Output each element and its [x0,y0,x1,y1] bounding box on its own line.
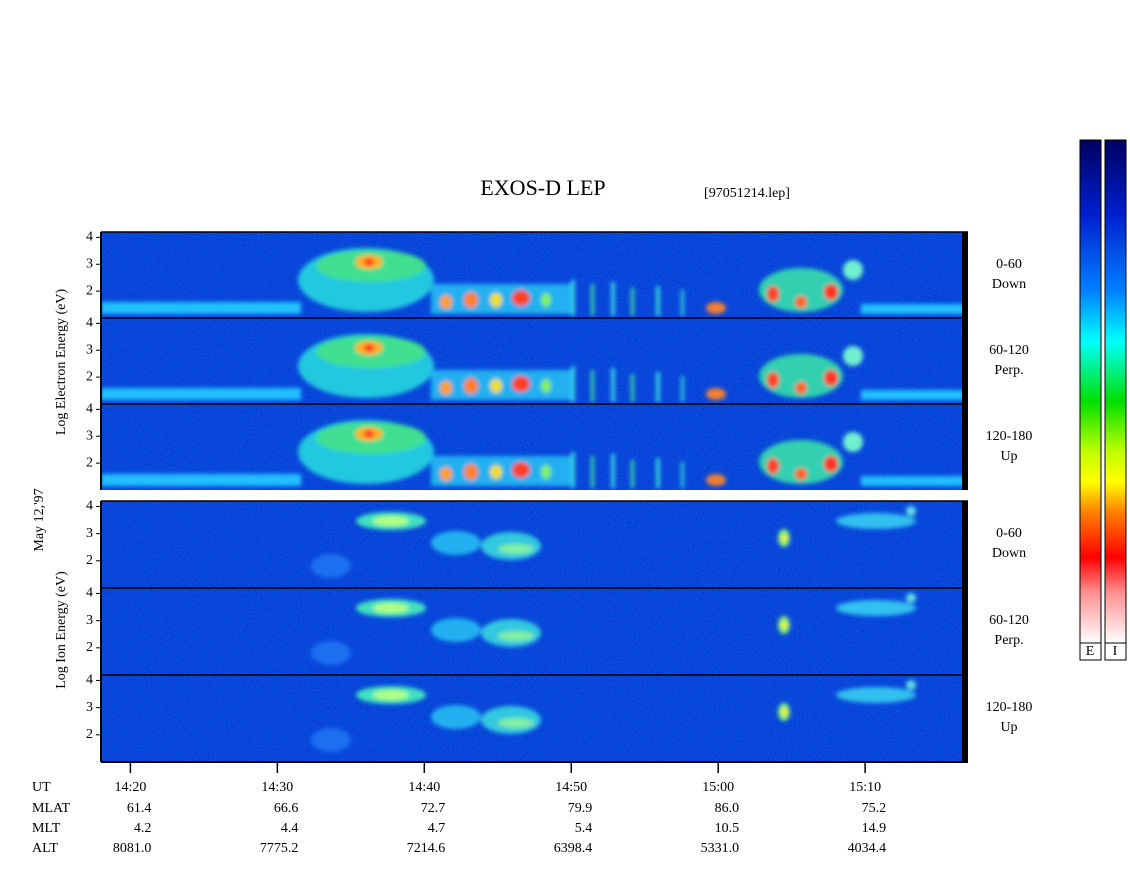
ephemeris-value: 7775.2 [260,841,299,856]
y-tick-label: 2 [86,455,93,470]
y-tick-label: 2 [86,283,93,298]
spectrogram-image [101,588,968,675]
colorbar-label: E [1086,644,1095,659]
y-tick-label: 2 [86,553,93,568]
panel-direction: Perp. [994,363,1023,378]
panel-edge [962,588,968,675]
y-tick-label: 2 [86,369,93,384]
y-tick-label: 4 [86,673,93,688]
panel-range: 120-180 [986,700,1033,715]
colorbar-label-box [1079,642,1102,661]
panel-range: 60-120 [989,613,1029,628]
y-tick-label: 3 [86,700,93,715]
ephemeris-value: 7214.6 [407,841,446,856]
ephemeris-value: 66.6 [274,801,299,816]
spectrogram-image [101,501,968,588]
y-tick-label: 3 [86,428,93,443]
ephemeris-value: 4.7 [428,821,446,836]
panel-direction: Down [992,546,1026,561]
y-tick-label: 4 [86,230,93,245]
decor [101,232,968,762]
ephemeris-value: 4.4 [281,821,299,836]
panel-direction: Up [1000,720,1017,735]
panel-edge [962,318,968,404]
panel-range: 60-120 [989,343,1029,358]
ephemeris-value: 5331.0 [701,841,740,856]
ephemeris-value: 79.9 [568,801,593,816]
panel-edge [962,501,968,588]
panel-range: 0-60 [996,526,1022,541]
panel-direction: Perp. [994,633,1023,648]
chart-title: EXOS-D LEP [480,175,605,200]
ephemeris-value: 5.4 [575,821,593,836]
x-label: UT [32,780,51,795]
y-tick-label: 3 [86,613,93,628]
ephemeris-value: 61.4 [127,801,152,816]
spectrogram-image [101,404,968,490]
panel-edge [962,232,968,318]
ephemeris-value: 8081.0 [113,841,152,856]
x-tick-label: 14:20 [114,780,146,795]
panel-edge [962,404,968,490]
ephemeris-label: MLAT [32,801,71,816]
spectrogram-image [101,318,968,404]
ephemeris-value: 4034.4 [848,841,887,856]
ephemeris-value: 86.0 [715,801,740,816]
panel-direction: Down [992,277,1026,292]
ephemeris-value: 10.5 [715,821,740,836]
y-tick-label: 4 [86,499,93,514]
y-tick-label: 4 [86,402,93,417]
y-tick-label: 4 [86,316,93,331]
panel-direction: Up [1000,449,1017,464]
y-tick-label: 2 [86,640,93,655]
y-tick-label: 3 [86,342,93,357]
x-tick-label: 14:40 [408,780,440,795]
y-tick-label: 3 [86,256,93,271]
ephemeris-value: 4.2 [134,821,152,836]
spectrogram-image [101,675,968,762]
y-axis-label: Log Electron Energy (eV) [54,289,69,436]
y-tick-label: 2 [86,727,93,742]
panel-range: 0-60 [996,257,1022,272]
colorbar-label-box [1104,642,1127,661]
y-tick-label: 4 [86,586,93,601]
ephemeris-label: MLT [32,821,61,836]
x-tick-label: 14:30 [261,780,293,795]
panel-range: 120-180 [986,429,1033,444]
file-name: [97051214.lep] [704,186,790,201]
colorbar-e [1079,139,1102,644]
y-axis-label: Log Ion Energy (eV) [54,571,69,689]
x-tick-label: 15:10 [849,780,881,795]
ephemeris-value: 75.2 [862,801,887,816]
y-tick-label: 3 [86,526,93,541]
x-tick-label: 15:00 [702,780,734,795]
ephemeris-value: 6398.4 [554,841,593,856]
panel-edge [962,675,968,762]
ephemeris-value: 72.7 [421,801,446,816]
colorbar-label: I [1113,644,1118,659]
ephemeris-value: 14.9 [862,821,887,836]
colorbar-i [1104,139,1127,644]
x-tick-label: 14:50 [555,780,587,795]
spectrogram-image [101,232,968,318]
date-label: May 12,'97 [32,488,47,551]
ephemeris-label: ALT [32,841,58,856]
